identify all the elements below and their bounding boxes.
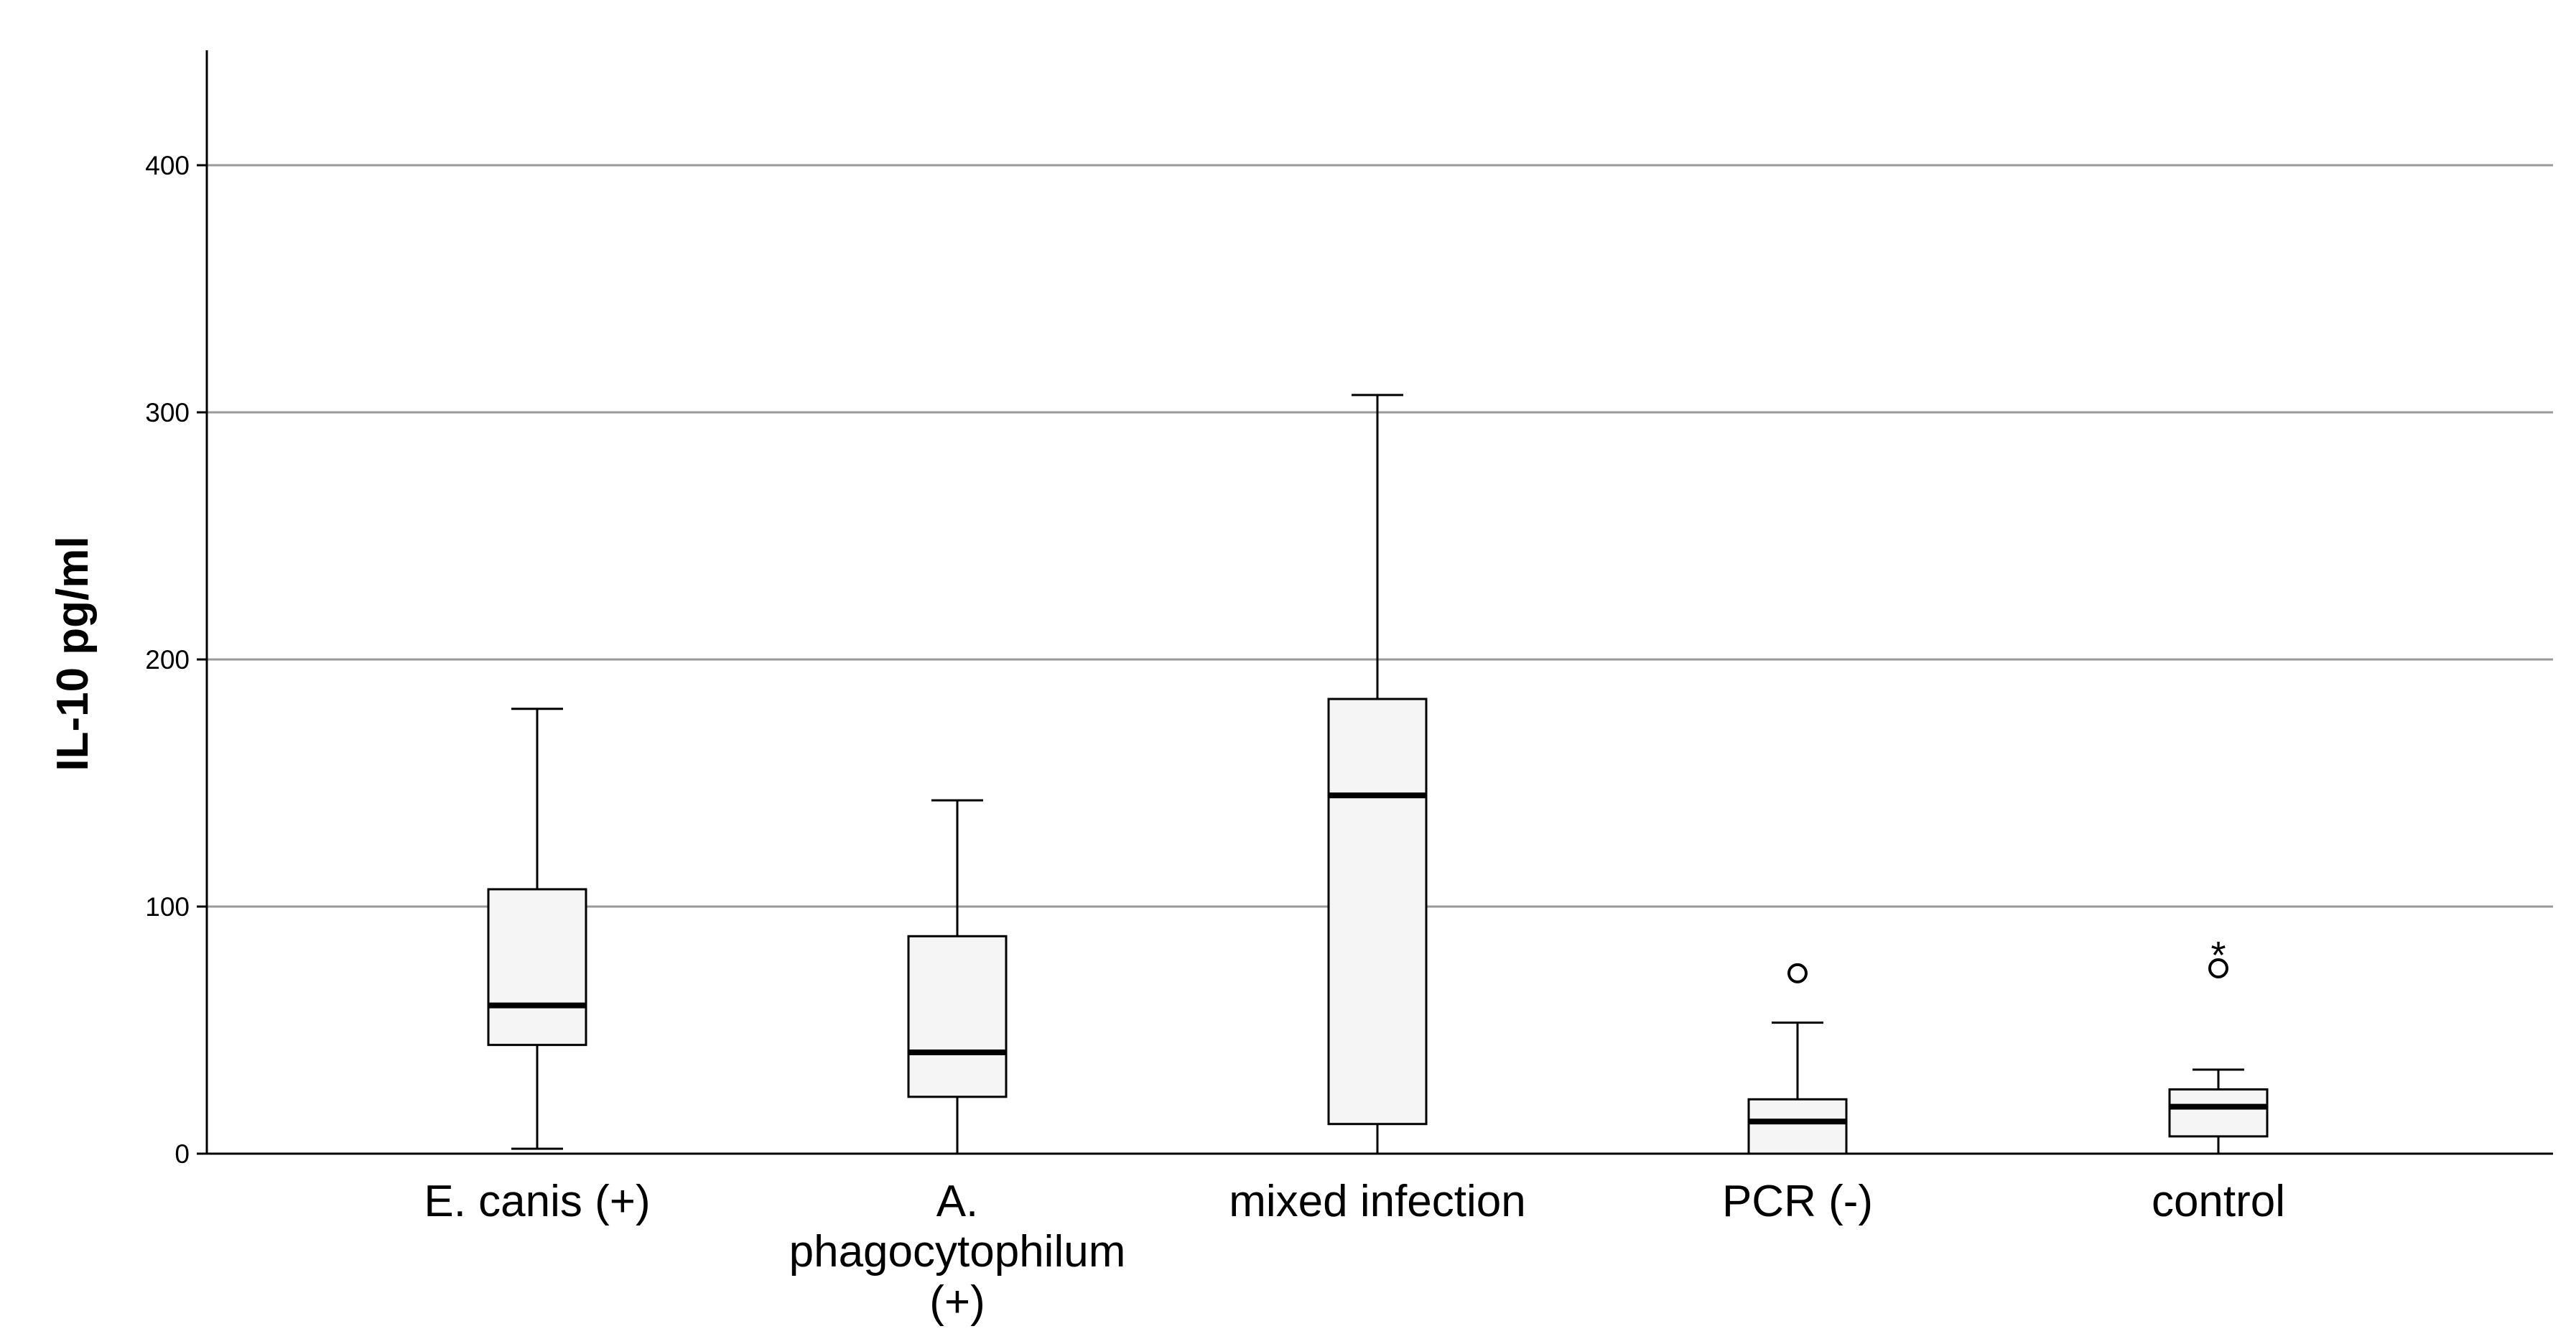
x-category-label-line: (+) — [929, 1277, 985, 1327]
outlier-marker — [1787, 963, 1808, 983]
y-tick-label: 300 — [145, 398, 190, 427]
box-group — [907, 799, 1008, 1154]
x-category-label-line: phagocytophilum — [789, 1227, 1126, 1277]
y-tick-label: 400 — [145, 151, 190, 180]
x-category-label-line: control — [2152, 1177, 2285, 1226]
x-category-label-line: mixed infection — [1229, 1177, 1526, 1226]
iqr-box — [487, 888, 587, 1047]
x-category-label: PCR (-) — [1722, 1177, 1873, 1226]
box-group — [1747, 963, 1848, 1155]
outlier-marker — [2208, 958, 2228, 978]
extreme-marker: * — [2210, 934, 2226, 977]
box-group — [487, 708, 587, 1150]
x-category-label: A. phagocytophilum (+) — [789, 1177, 1126, 1327]
x-category-label: mixed infection — [1229, 1177, 1526, 1226]
iqr-box — [1327, 698, 1428, 1126]
x-category-label-line: E. canis (+) — [424, 1177, 650, 1226]
x-category-label: control — [2152, 1177, 2285, 1226]
box-series: * — [487, 394, 2269, 1155]
box-group — [1327, 394, 1428, 1154]
y-tick-label: 0 — [175, 1139, 190, 1169]
axes — [197, 50, 2553, 1155]
iqr-box — [1747, 1098, 1848, 1155]
iqr-box — [2168, 1088, 2269, 1138]
y-axis-title: IL-10 pg/ml — [48, 536, 98, 771]
y-tick-label: 200 — [145, 645, 190, 675]
iqr-box — [907, 935, 1008, 1098]
x-category-label-line: A. — [936, 1177, 979, 1226]
y-tick-label: 100 — [145, 892, 190, 922]
axis-labels: IL-10 pg/ml 0 100 200 300 400 E. canis (+) A. p… — [48, 151, 2285, 1327]
x-category-label-line: PCR (-) — [1722, 1177, 1873, 1226]
box-group: * — [2168, 934, 2269, 1154]
x-category-label: E. canis (+) — [424, 1177, 650, 1226]
